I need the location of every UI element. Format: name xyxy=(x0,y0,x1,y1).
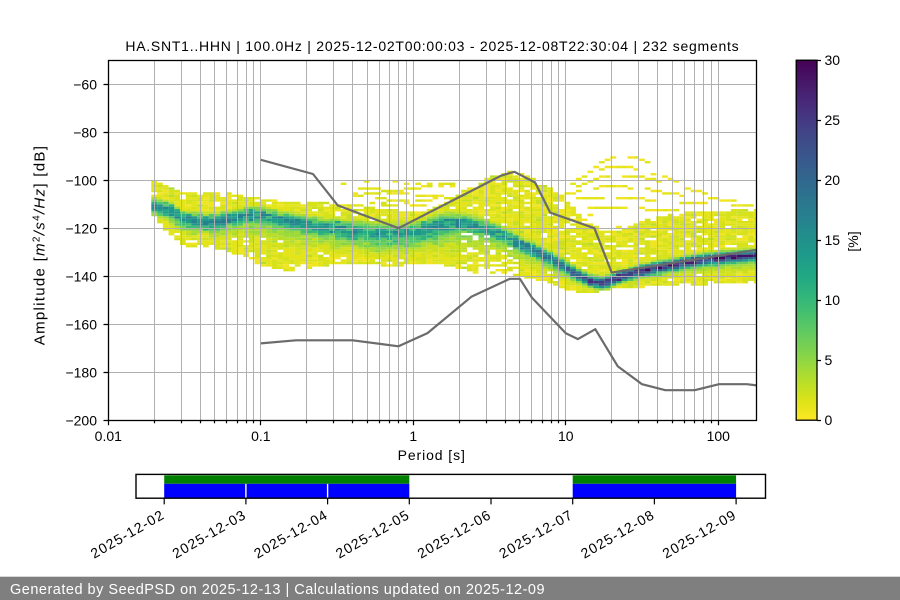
svg-text:15: 15 xyxy=(825,232,841,248)
svg-text:2025-12-02: 2025-12-02 xyxy=(88,506,168,561)
svg-text:0.1: 0.1 xyxy=(251,428,271,444)
svg-text:2025-12-03: 2025-12-03 xyxy=(169,506,249,561)
svg-text:[%]: [%] xyxy=(845,231,861,251)
svg-text:−160: −160 xyxy=(65,316,97,332)
svg-text:−80: −80 xyxy=(73,124,97,140)
svg-text:−60: −60 xyxy=(73,76,97,92)
svg-text:−120: −120 xyxy=(65,220,97,236)
svg-text:25: 25 xyxy=(825,112,841,128)
svg-text:Generated by SeedPSD on 2025-1: Generated by SeedPSD on 2025-12-13 | Cal… xyxy=(10,582,545,598)
svg-text:HA.SNT1..HHN | 100.0Hz | 2025-: HA.SNT1..HHN | 100.0Hz | 2025-12-02T00:0… xyxy=(125,38,739,54)
svg-text:2025-12-06: 2025-12-06 xyxy=(414,506,494,561)
svg-text:30: 30 xyxy=(825,52,841,68)
svg-text:1: 1 xyxy=(409,428,417,444)
svg-text:−140: −140 xyxy=(65,268,97,284)
svg-text:−100: −100 xyxy=(65,172,97,188)
svg-text:0.01: 0.01 xyxy=(95,428,122,444)
svg-text:−180: −180 xyxy=(65,364,97,380)
svg-text:−200: −200 xyxy=(65,412,97,428)
svg-text:Period [s]: Period [s] xyxy=(398,447,466,463)
svg-text:20: 20 xyxy=(825,172,841,188)
svg-text:100: 100 xyxy=(707,428,731,444)
svg-text:2025-12-05: 2025-12-05 xyxy=(333,506,413,561)
svg-text:2025-12-07: 2025-12-07 xyxy=(496,506,576,561)
svg-text:Amplitude [m2/s4/Hz] [dB]: Amplitude [m2/s4/Hz] [dB] xyxy=(32,145,49,345)
svg-text:0: 0 xyxy=(825,412,833,428)
svg-text:2025-12-08: 2025-12-08 xyxy=(578,506,658,561)
svg-text:2025-12-09: 2025-12-09 xyxy=(660,506,740,561)
svg-text:10: 10 xyxy=(558,428,574,444)
svg-text:2025-12-04: 2025-12-04 xyxy=(251,506,331,561)
svg-text:10: 10 xyxy=(825,292,841,308)
svg-text:5: 5 xyxy=(825,352,833,368)
